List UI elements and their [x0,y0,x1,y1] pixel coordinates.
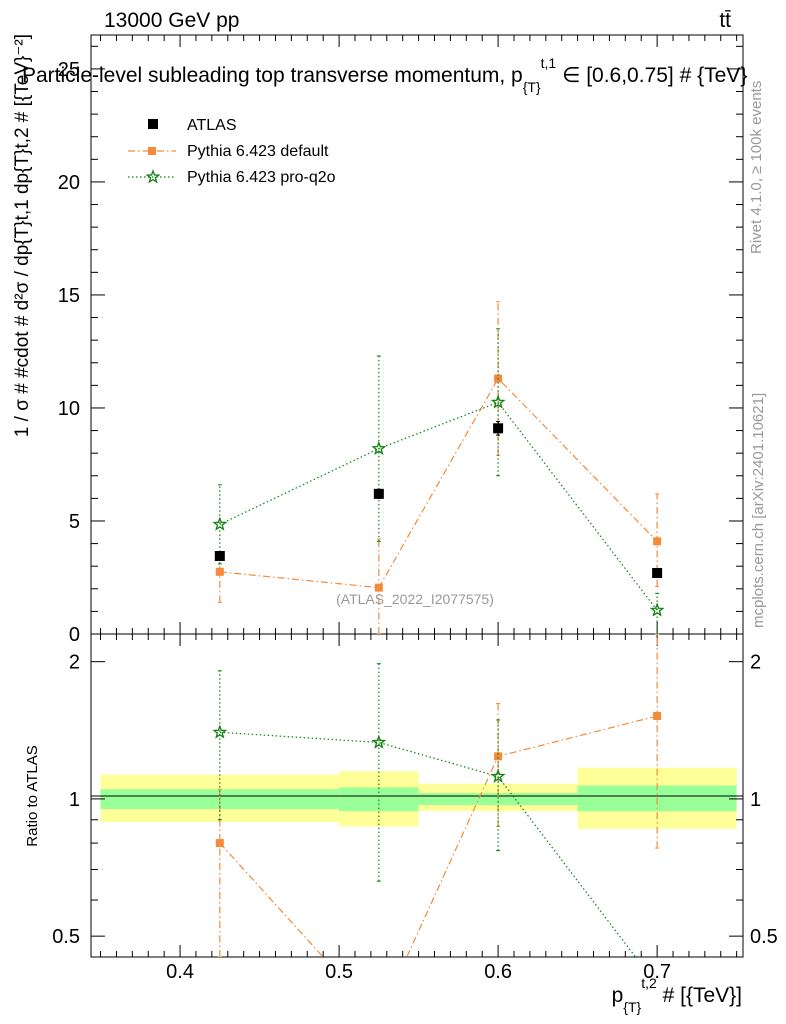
plot-title-sup: t,1 [541,55,557,71]
ratio-y-tick-label-right: 2 [750,652,761,674]
ratio-series-default-point [653,712,662,721]
ratio-series-proq2o-point [371,734,387,749]
x-tick-label: 0.6 [484,961,512,983]
x-axis-title-main: p [612,984,624,1007]
legend: ATLAS Pythia 6.423 default Pythia 6.423 … [128,117,336,186]
main-series-atlas-point [652,567,663,578]
main-series-proq2o-point [371,440,387,456]
main-series-proq2o-point [212,516,228,531]
main-series-default-point [374,583,383,592]
main-series-default-point [215,567,224,576]
process-label: tt̄ [719,9,731,32]
main-y-tick-label: 20 [58,172,80,194]
main-y-tick-label: 15 [58,285,80,307]
main-y-tick-label: 10 [58,398,80,420]
x-axis-title-sub: {T} [623,999,641,1015]
x-tick-label: 0.5 [325,961,353,983]
ratio-series-layer [212,634,662,1022]
ratio-y-tick-label-right: 0.5 [750,926,778,948]
main-series-atlas-point [214,551,225,562]
ratio-y-tick-label-left: 0.5 [52,926,80,948]
legend-marker-default [148,147,156,155]
rivet-version-label: Rivet 4.1.0, ≥ 100k events [748,81,765,254]
plot-title-prefix: Particle-level subleading top transverse… [22,64,523,87]
tick-labels: 0 5 10 15 20 25 0.5 0.5 1 1 2 2 0.4 0.5 0.6 0.7 [52,59,778,983]
plot-title-sub: {T} [523,79,541,95]
axis-ticks [91,35,743,957]
analysis-id-label: (ATLAS_2022_I2077575) [336,591,494,607]
x-axis-title-sup: t,2 [641,975,657,991]
ratio-uncertainty-bands [100,767,737,829]
legend-label-proq2o: Pythia 6.423 pro-q2o [187,169,336,186]
x-axis-title: p{T}t,2 # [{TeV}] [612,975,742,1015]
main-y-axis-title: 1 / σ # #cdot # d²σ / dp{T}t,1 dp{T}t,2 … [12,34,33,437]
ratio-series-proq2o-point [212,724,228,739]
ratio-band-inner-1 [339,787,419,812]
legend-marker-atlas [148,119,158,129]
ratio-series-default-line [219,715,658,957]
main-series-default-point [653,537,662,546]
main-series-proq2o-point [649,602,665,617]
plot-title: Particle-level subleading top transverse… [22,55,747,95]
x-tick-label: 0.4 [166,961,194,983]
ratio-y-tick-label-right: 1 [750,789,761,811]
legend-label-atlas: ATLAS [187,117,237,134]
ratio-y-axis-title: Ratio to ATLAS [24,745,41,846]
main-series-proq2o-point [490,394,506,409]
main-y-tick-label: 5 [69,511,80,533]
ratio-series-default-point [375,1014,383,1022]
x-axis-title-suffix: # [{TeV}] [657,984,742,1007]
ratio-series-proq2o-line [219,731,637,957]
main-series-proq2o-line [219,401,658,611]
main-y-tick-label: 25 [58,59,80,81]
main-series-layer [212,301,665,634]
ratio-y-tick-label-left: 2 [69,652,80,674]
main-series-atlas-point [493,423,504,434]
mcplots-watermark: mcplots.cern.ch [arXiv:2401.10621] [750,393,767,628]
legend-label-default: Pythia 6.423 default [187,143,329,160]
main-series-atlas-point [373,488,384,499]
ratio-series-default-point [494,752,503,761]
ratio-series-proq2o-point [490,768,506,783]
plot-title-suffix: ∈ [0.6,0.75] # {TeV} [556,64,747,87]
main-series-default-line [219,377,658,589]
main-y-tick-label: 0 [69,624,80,646]
x-tick-label: 0.7 [643,961,671,983]
ratio-band-inner-2 [418,793,578,805]
ratio-series-default-point [215,839,224,848]
legend-marker-proq2o [145,169,161,184]
energy-label: 13000 GeV pp [104,9,239,32]
ratio-y-tick-label-left: 1 [69,789,80,811]
